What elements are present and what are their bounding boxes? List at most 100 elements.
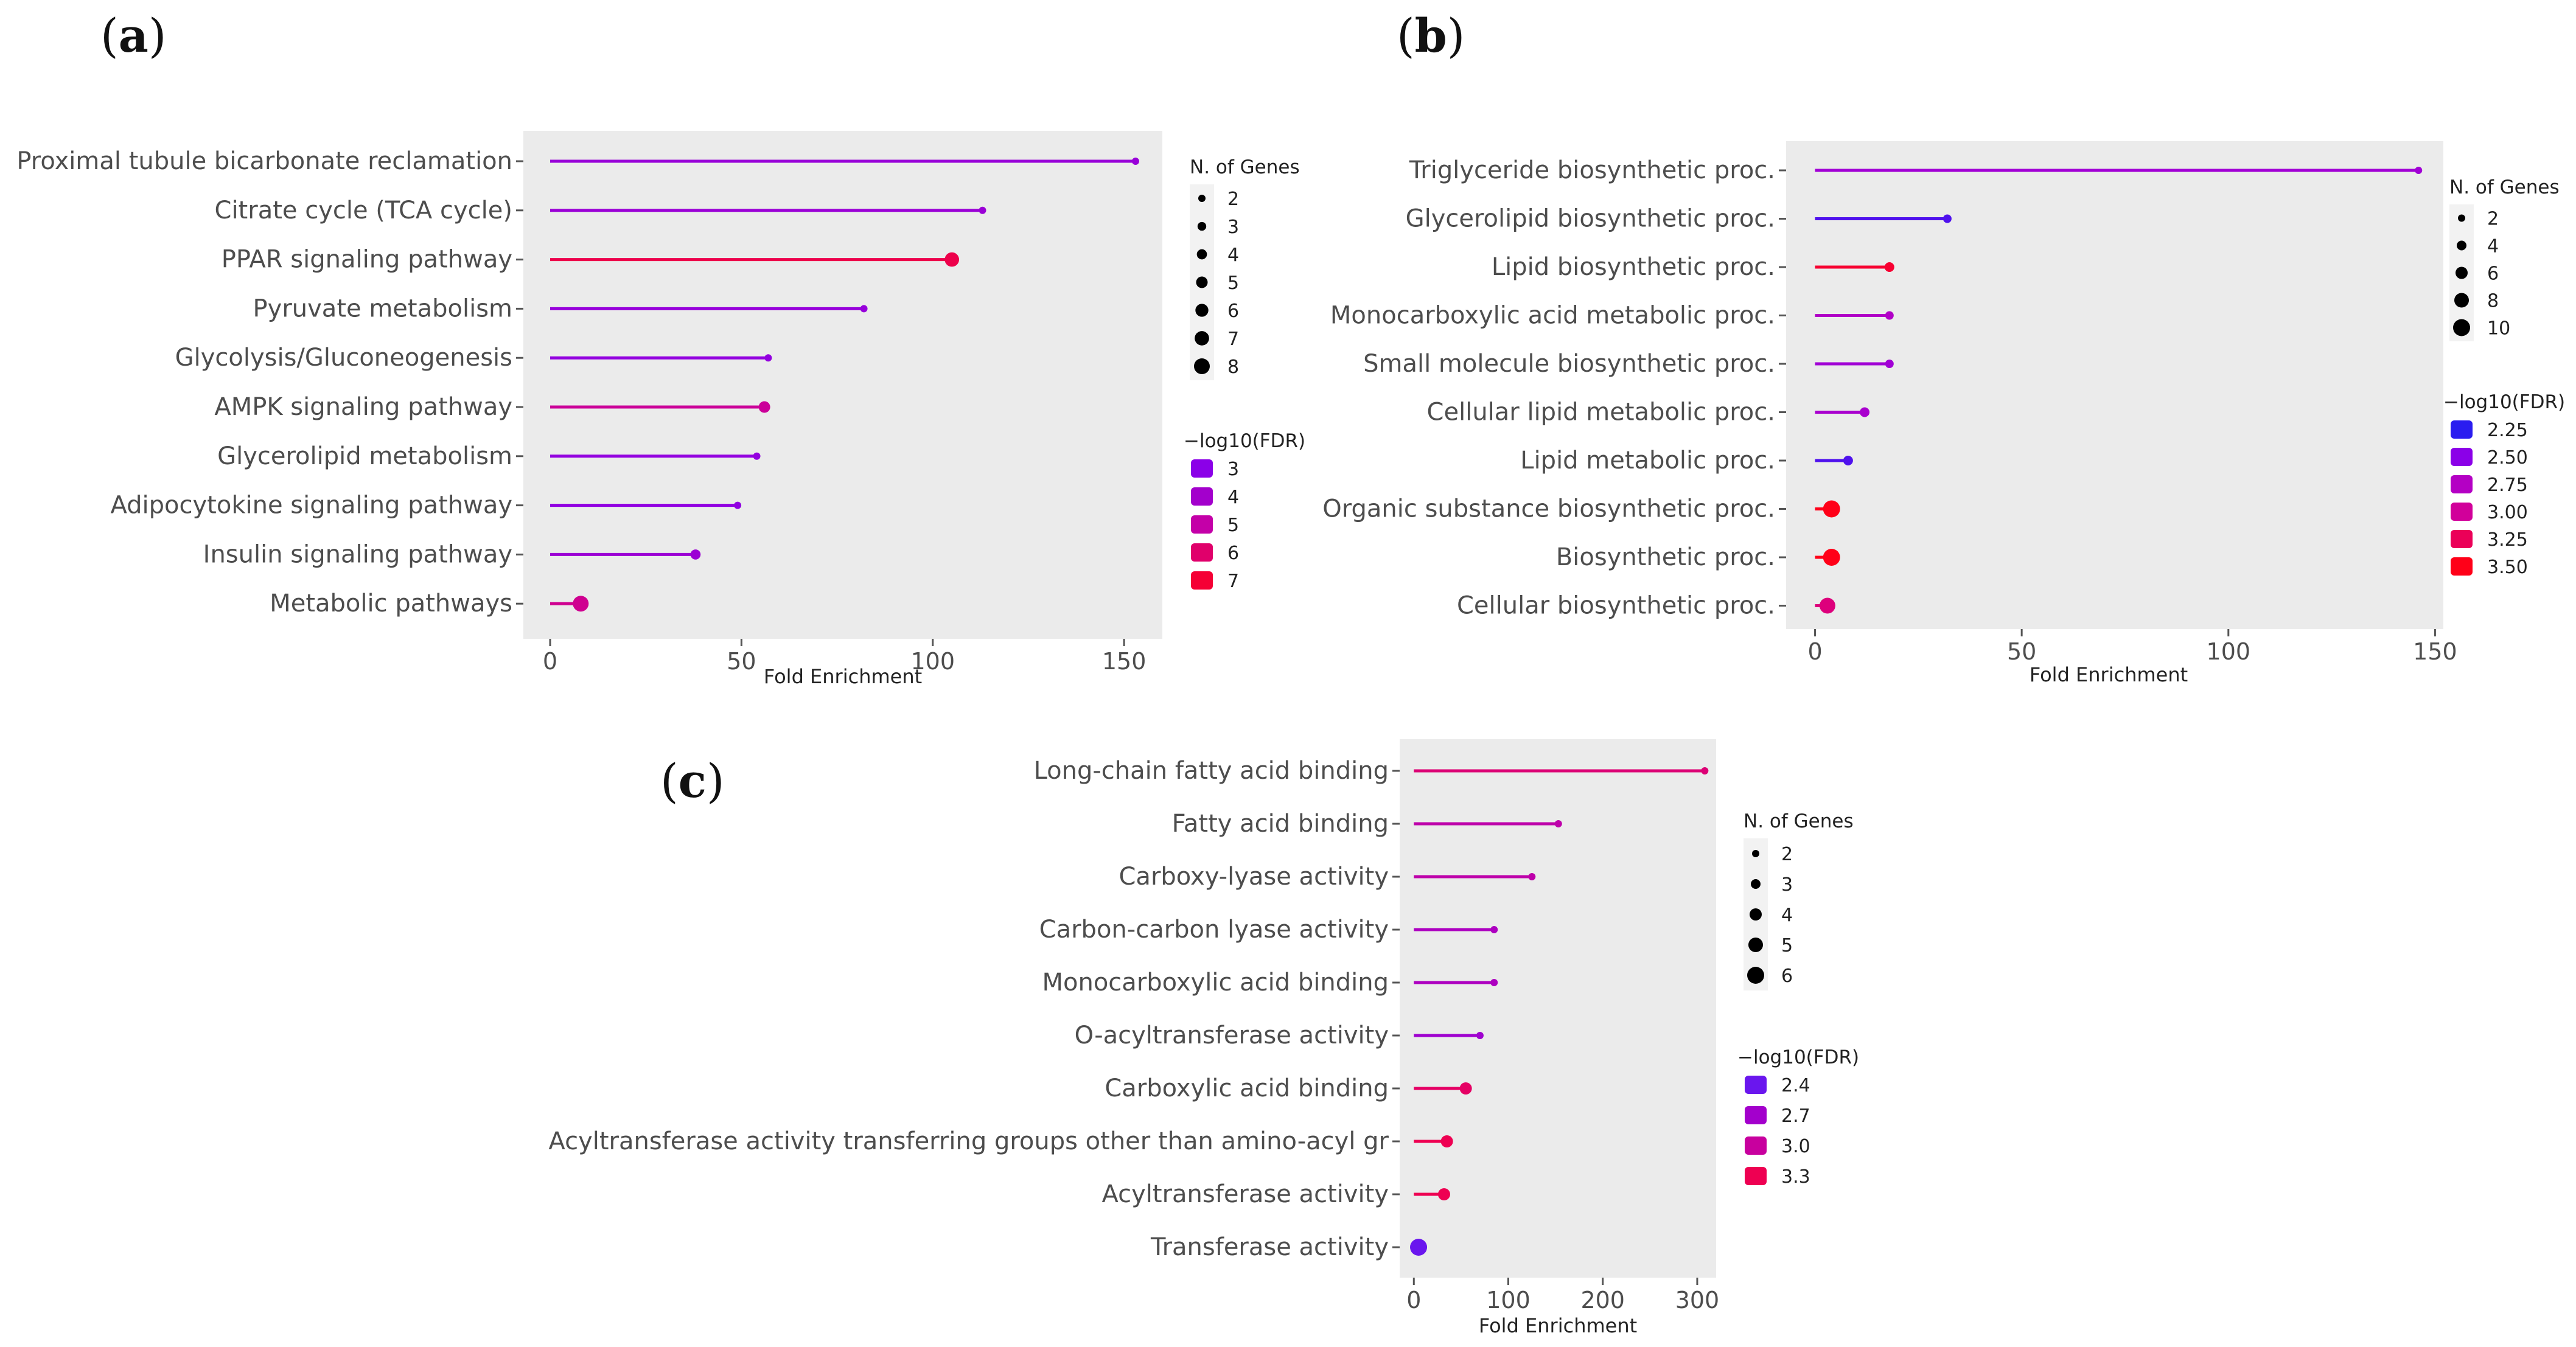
lollipop-point — [860, 305, 868, 313]
color-legend-swatch — [1191, 459, 1213, 478]
lollipop-point — [1490, 979, 1498, 986]
panel-c-x-ticks: 0 100 200 300 — [1406, 1278, 1719, 1314]
panel-b-x-axis-title: Fold Enrichment — [2030, 663, 2188, 686]
panel-c-category-labels: Long-chain fatty acid binding Fatty acid … — [548, 757, 1400, 1261]
panel-b-legend: N. of Genes 2 4 6 8 10 −log10(FDR) 2.25 2.50 2.75… — [2443, 176, 2565, 578]
size-legend-label: 7 — [1227, 329, 1239, 350]
lollipop-point — [1528, 873, 1536, 880]
color-legend-label: 2.75 — [2487, 475, 2528, 496]
lollipop-point — [1823, 549, 1840, 566]
size-legend-label: 3 — [1227, 217, 1239, 238]
size-legend-dot — [2457, 240, 2466, 251]
lollipop-point — [979, 206, 986, 214]
category-label: Lipid biosynthetic proc. — [1492, 253, 1775, 281]
x-tick-label: 100 — [1486, 1287, 1531, 1314]
size-legend-label: 2 — [2487, 209, 2499, 230]
size-legend-label: 6 — [2487, 263, 2499, 285]
panel-a-stems — [550, 159, 1136, 605]
color-legend-label: 7 — [1227, 571, 1239, 592]
color-legend-label: 3.0 — [1781, 1136, 1810, 1157]
color-legend-swatch — [1191, 515, 1213, 534]
lollipop-point — [1823, 500, 1840, 518]
color-legend-swatch — [1191, 543, 1213, 562]
lollipop-point — [573, 596, 589, 612]
color-legend-label: 5 — [1227, 515, 1239, 536]
category-label: Metabolic pathways — [270, 590, 512, 618]
size-legend-label: 6 — [1227, 301, 1239, 322]
category-label: Fatty acid binding — [1172, 810, 1389, 838]
color-legend-label: 2.7 — [1781, 1105, 1810, 1127]
size-legend-dot — [1752, 850, 1759, 857]
color-legend-title: −log10(FDR) — [2443, 391, 2565, 413]
panel-a-points — [573, 158, 1139, 612]
panel-b-category-labels: Triglyceride biosynthetic proc. Glyceroli… — [1322, 156, 1786, 620]
lollipop-point — [764, 354, 772, 362]
color-legend-swatch — [2451, 448, 2473, 466]
size-legend-label: 4 — [1227, 245, 1239, 266]
lollipop-point — [734, 501, 742, 509]
size-legend-dot — [2456, 266, 2468, 279]
category-label: Insulin signaling pathway — [203, 540, 512, 568]
size-legend-dot — [1195, 331, 1209, 346]
size-legend-label: 4 — [2487, 236, 2499, 257]
panel-b-label: (b) — [1397, 9, 1465, 63]
panel-c-points — [1410, 767, 1709, 1256]
panel-a-plot-background — [523, 131, 1162, 639]
category-label: Acyltransferase activity transferring gr… — [548, 1127, 1389, 1155]
lollipop-point — [944, 252, 960, 267]
color-legend-swatch — [1745, 1167, 1767, 1185]
size-legend-dot — [1750, 908, 1762, 921]
color-legend-swatch — [1191, 571, 1213, 590]
x-tick-label: 50 — [2007, 638, 2036, 665]
category-label: AMPK signaling pathway — [214, 393, 512, 421]
x-tick-label: 150 — [1102, 648, 1147, 675]
panel-c-x-axis-title: Fold Enrichment — [1479, 1314, 1637, 1337]
lollipop-point — [1440, 1135, 1453, 1147]
size-legend-label: 5 — [1781, 935, 1793, 956]
category-label: Long-chain fatty acid binding — [1034, 757, 1389, 785]
lollipop-point — [1131, 158, 1139, 165]
panel-a-legend: N. of Genes 2 3 4 5 6 7 8 −log10(FDR) 3 4 5 6 7 — [1184, 156, 1305, 592]
lollipop-point — [1819, 597, 1835, 614]
category-label: Carbon-carbon lyase activity — [1039, 916, 1389, 944]
panel-c-legend: N. of Genes 2 3 4 5 6 −log10(FDR) 2.4 2.7 3.0 3.3 — [1737, 810, 1859, 1188]
category-label: PPAR signaling pathway — [222, 246, 512, 274]
panel-a-x-axis-title: Fold Enrichment — [764, 665, 922, 688]
color-legend-swatch — [1191, 487, 1213, 506]
size-legend-label: 5 — [1227, 273, 1239, 294]
category-label: Glycerolipid metabolism — [217, 442, 512, 470]
category-label: Organic substance biosynthetic proc. — [1322, 495, 1775, 523]
panel-c-stems — [1414, 769, 1705, 1249]
category-label: Pyruvate metabolism — [253, 294, 512, 322]
x-tick-label: 0 — [1807, 638, 1822, 665]
category-label: Acyltransferase activity — [1101, 1180, 1389, 1208]
color-legend-title: −log10(FDR) — [1184, 430, 1305, 452]
color-legend-swatch — [2451, 420, 2473, 439]
category-label: Citrate cycle (TCA cycle) — [215, 197, 512, 224]
size-legend-label: 2 — [1227, 189, 1239, 210]
color-legend-label: 2.4 — [1781, 1075, 1810, 1096]
category-label: O-acyltransferase activity — [1075, 1022, 1389, 1049]
color-legend-label: 3 — [1227, 459, 1239, 480]
category-label: Transferase activity — [1150, 1233, 1389, 1261]
panel-b: Triglyceride biosynthetic proc. Glyceroli… — [1322, 141, 2565, 686]
size-legend-dot — [1198, 195, 1206, 202]
lollipop-point — [1459, 1082, 1472, 1095]
panel-a: Proximal tubule bicarbonate reclamation C… — [16, 131, 1305, 688]
size-legend-label: 10 — [2487, 318, 2510, 339]
size-legend-label: 2 — [1781, 844, 1793, 865]
color-legend-swatch — [2451, 503, 2473, 521]
category-label: Lipid metabolic proc. — [1520, 447, 1775, 475]
size-legend-dot — [2454, 293, 2469, 308]
color-legend-label: 3.00 — [2487, 502, 2528, 523]
lollipop-point — [758, 401, 770, 413]
lollipop-point — [1860, 407, 1870, 417]
category-label: Glycerolipid biosynthetic proc. — [1406, 205, 1775, 233]
color-legend-title: −log10(FDR) — [1737, 1046, 1859, 1068]
category-label: Carboxy-lyase activity — [1119, 863, 1389, 891]
x-tick-label: 100 — [2207, 638, 2251, 665]
size-legend-dot — [1194, 358, 1210, 374]
category-label: Proximal tubule bicarbonate reclamation — [16, 147, 512, 175]
x-tick-label: 50 — [727, 648, 756, 675]
x-tick-label: 150 — [2413, 638, 2457, 665]
